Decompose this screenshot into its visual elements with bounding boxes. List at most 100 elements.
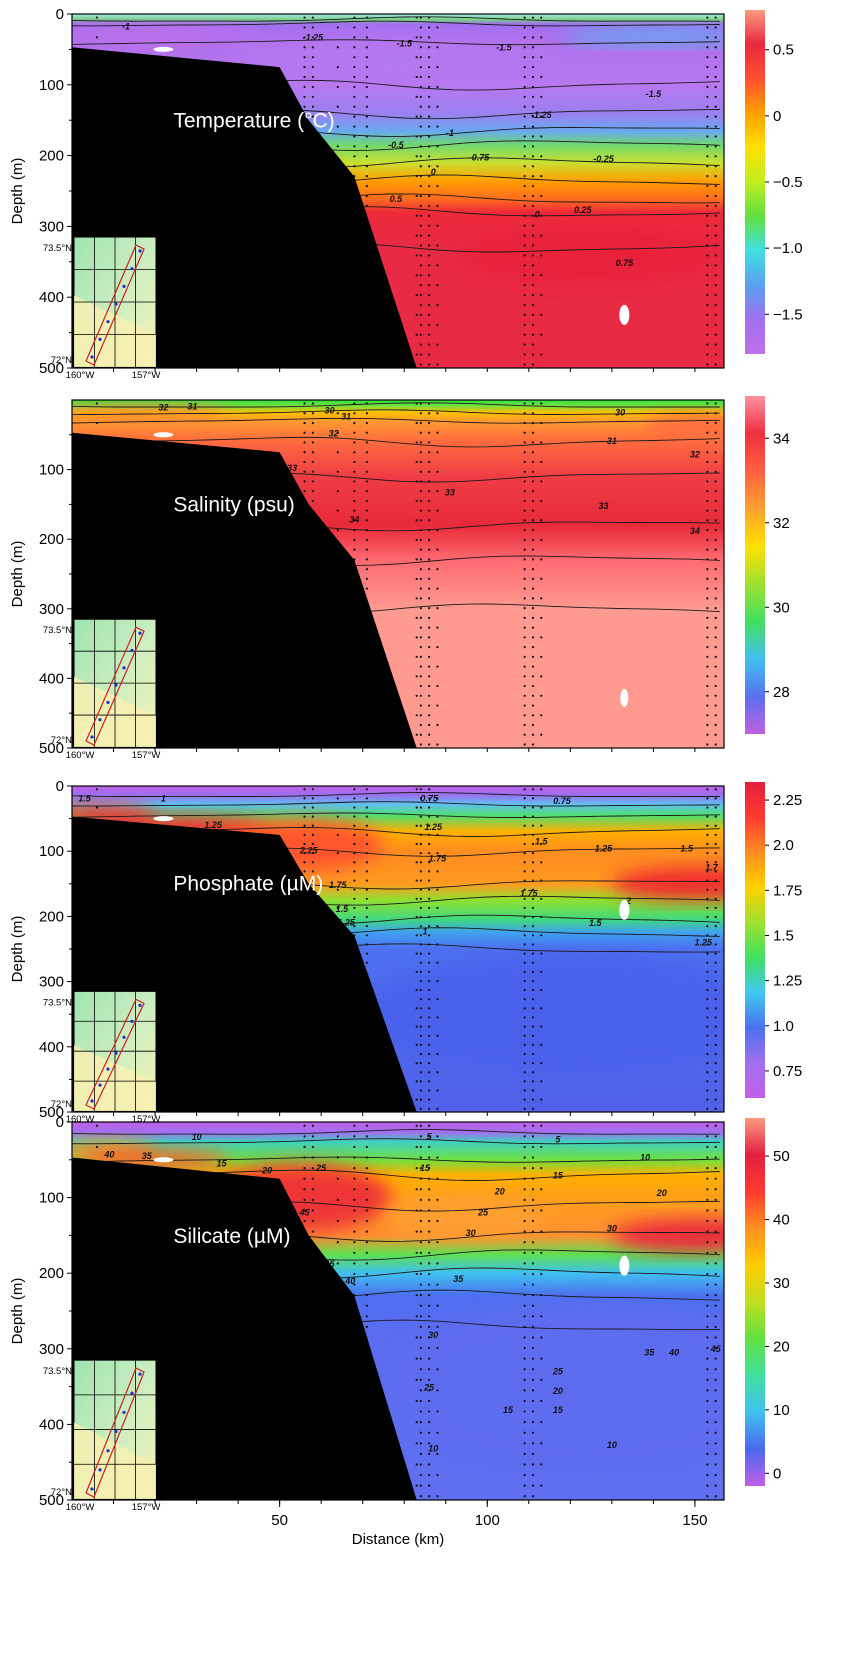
station-sample-point: [714, 1294, 717, 1297]
station-sample-point: [706, 1389, 709, 1392]
station-sample-point: [531, 224, 535, 227]
station-sample-point: [419, 1156, 422, 1159]
station-sample-point: [365, 1167, 368, 1170]
station-sample-point: [714, 1177, 717, 1180]
station-sample-point: [523, 1421, 526, 1424]
station-sample-point: [540, 234, 543, 237]
station-sample-point: [714, 155, 717, 158]
station-sample-point: [428, 363, 431, 366]
station-sample-point: [714, 1378, 717, 1381]
station-sample-point: [714, 655, 717, 658]
station-sample-point: [353, 906, 356, 910]
station-sample-point: [531, 684, 535, 688]
station-sample-point: [523, 333, 526, 336]
contour-label: 2: [625, 896, 631, 906]
station-sample-point: [714, 421, 717, 425]
colorbar-tick-label: 1.0: [773, 1018, 794, 1035]
station-sample-point: [419, 1107, 422, 1110]
station-sample-point: [714, 1016, 717, 1019]
station-sample-point: [415, 519, 418, 522]
colorbar-tick-label: 32: [773, 515, 790, 532]
station-sample-point: [436, 224, 439, 227]
station-sample-point: [419, 587, 422, 590]
inset-station: [130, 267, 134, 271]
station-sample-point: [311, 788, 314, 791]
inset-transect-box: [85, 244, 145, 366]
station-sample-point: [353, 499, 356, 503]
station-sample-point: [531, 1177, 535, 1180]
station-sample-point: [353, 165, 356, 168]
station-sample-point: [523, 46, 526, 49]
station-sample-point: [531, 548, 535, 551]
station-sample-point: [419, 1016, 422, 1019]
station-sample-point: [523, 538, 526, 541]
station-sample-point: [428, 1080, 431, 1083]
inset-station: [114, 1051, 118, 1055]
station-sample-point: [531, 815, 535, 818]
station-sample-point: [353, 412, 356, 415]
data-gap: [153, 816, 174, 822]
contour-label: 1.25: [694, 937, 713, 947]
station-sample-point: [419, 1368, 422, 1371]
station-sample-point: [365, 480, 368, 483]
station-sample-point: [714, 16, 717, 19]
station-sample-point: [523, 1052, 526, 1056]
station-sample-point: [436, 961, 439, 964]
station-sample-point: [706, 943, 709, 946]
station-sample-point: [419, 46, 422, 49]
station-sample-point: [365, 204, 368, 207]
inset-station: [98, 718, 102, 722]
station-sample-point: [706, 788, 709, 791]
contour-label: 32: [158, 403, 168, 413]
station-sample-point: [365, 1315, 368, 1318]
station-sample-point: [419, 694, 422, 697]
station-sample-point: [311, 1230, 314, 1233]
station-sample-point: [303, 1124, 306, 1127]
station-sample-point: [419, 626, 422, 629]
station-sample-point: [311, 1177, 314, 1180]
station-sample-point: [436, 1346, 439, 1350]
station-sample-point: [303, 1219, 306, 1223]
station-sample-point: [303, 1135, 306, 1138]
station-sample-point: [95, 1145, 99, 1149]
station-sample-point: [531, 915, 535, 919]
station-sample-point: [365, 934, 368, 937]
station-sample-point: [523, 1325, 526, 1328]
station-sample-point: [714, 970, 717, 973]
station-sample-point: [523, 1080, 526, 1083]
station-sample-point: [311, 470, 314, 473]
station-sample-point: [419, 175, 422, 178]
station-sample-point: [428, 441, 431, 444]
station-sample-point: [706, 675, 709, 678]
station-sample-point: [531, 952, 535, 955]
station-sample-point: [706, 313, 709, 316]
contour-label: 0.75: [420, 793, 439, 803]
station-sample-point: [365, 46, 368, 49]
contour-label: 0.75: [553, 796, 572, 806]
station-sample-point: [365, 529, 368, 532]
station-sample-point: [419, 1431, 422, 1434]
contour-label: 1.25: [425, 822, 444, 832]
contour-label: 45: [710, 1344, 722, 1354]
station-sample-point: [428, 135, 431, 138]
station-sample-point: [428, 1198, 431, 1201]
inset-transect-box: [85, 626, 145, 746]
station-sample-point: [436, 1368, 439, 1371]
station-sample-point: [714, 490, 717, 493]
station-sample-point: [714, 1495, 717, 1498]
station-sample-point: [353, 75, 356, 79]
station-sample-point: [428, 46, 431, 49]
station-sample-point: [523, 412, 526, 415]
station-sample-point: [419, 952, 422, 955]
station-sample-point: [714, 806, 717, 809]
station-sample-point: [714, 852, 717, 855]
station-sample-point: [531, 1495, 535, 1498]
x-tick-label: 100: [475, 1512, 500, 1529]
station-sample-point: [523, 1495, 526, 1498]
station-sample-point: [706, 1336, 709, 1339]
station-sample-point: [714, 165, 717, 168]
station-sample-point: [419, 1124, 422, 1127]
station-sample-point: [419, 293, 422, 297]
colorbar-tick-label: 30: [773, 599, 790, 616]
